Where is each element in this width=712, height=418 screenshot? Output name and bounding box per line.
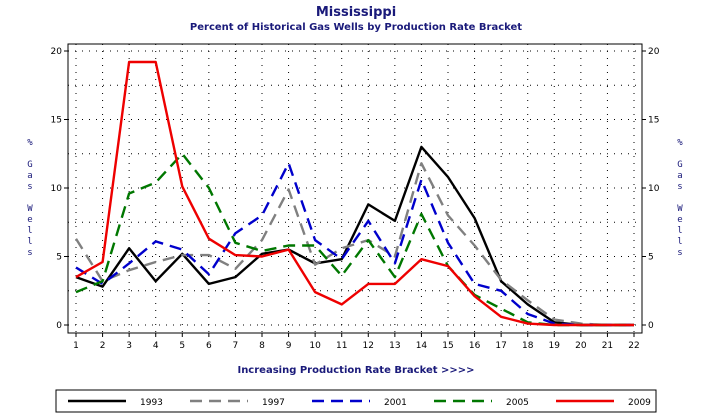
y-tick-label: 15 xyxy=(51,116,62,126)
x-tick-label: 21 xyxy=(602,341,613,351)
series-line-2009 xyxy=(75,60,634,327)
legend: 1993 1997 2001 2005 2009 xyxy=(68,398,651,408)
legend-label-2005: 2005 xyxy=(506,398,529,408)
x-tick-label: 19 xyxy=(549,341,561,351)
x-tick-label: 15 xyxy=(442,341,453,351)
legend-label-2001: 2001 xyxy=(384,398,407,408)
x-tick-label: 20 xyxy=(575,341,587,351)
y-tick-label-right: 15 xyxy=(648,116,659,126)
x-tick-label: 22 xyxy=(628,341,639,351)
x-tick-label: 4 xyxy=(153,341,159,351)
x-tick-label: 10 xyxy=(309,341,321,351)
x-tick-label: 16 xyxy=(469,341,481,351)
series-line-1997 xyxy=(74,162,634,327)
y-tick-label: 5 xyxy=(56,253,62,263)
x-tick-label: 6 xyxy=(206,341,212,351)
series-line-1993 xyxy=(75,145,634,327)
y-tick-label-right: 20 xyxy=(648,47,660,57)
legend-label-1993: 1993 xyxy=(140,398,163,408)
x-tick-label: 9 xyxy=(286,341,292,351)
x-tick-label: 11 xyxy=(336,341,347,351)
y-axis-right: 0 5 10 15 20 xyxy=(642,47,660,331)
x-axis: 1 2 3 4 5 6 7 8 9 10 11 12 13 14 15 16 17 18 19 20 21 22 xyxy=(73,333,640,351)
x-tick-label: 17 xyxy=(495,341,506,351)
x-tick-label: 13 xyxy=(389,341,400,351)
y-tick-label: 0 xyxy=(56,321,62,331)
y-tick-label-right: 0 xyxy=(648,321,654,331)
y-tick-label: 20 xyxy=(51,47,63,57)
y-tick-label: 10 xyxy=(51,184,63,194)
x-tick-label: 14 xyxy=(416,341,428,351)
x-tick-label: 7 xyxy=(233,341,239,351)
gridlines xyxy=(68,44,642,333)
y-tick-label-right: 10 xyxy=(648,184,660,194)
x-tick-label: 3 xyxy=(126,341,132,351)
y-axis-left: 0 5 10 15 20 xyxy=(51,47,68,331)
y-tick-label-right: 5 xyxy=(648,253,654,263)
x-tick-label: 5 xyxy=(179,341,185,351)
legend-label-2009: 2009 xyxy=(628,398,651,408)
chart-title: Mississippi xyxy=(316,5,396,20)
x-tick-label: 2 xyxy=(100,341,106,351)
legend-label-1997: 1997 xyxy=(262,398,285,408)
x-tick-label: 8 xyxy=(259,341,265,351)
legend-box xyxy=(55,389,657,413)
x-tick-label: 1 xyxy=(73,341,79,351)
x-tick-label: 18 xyxy=(522,341,534,351)
x-axis-label: Increasing Production Rate Bracket >>>> xyxy=(237,365,474,376)
chart-subtitle: Percent of Historical Gas Wells by Produ… xyxy=(190,22,522,33)
x-tick-label: 12 xyxy=(363,341,374,351)
series-layer xyxy=(74,60,634,327)
series-line-2001 xyxy=(75,162,634,327)
